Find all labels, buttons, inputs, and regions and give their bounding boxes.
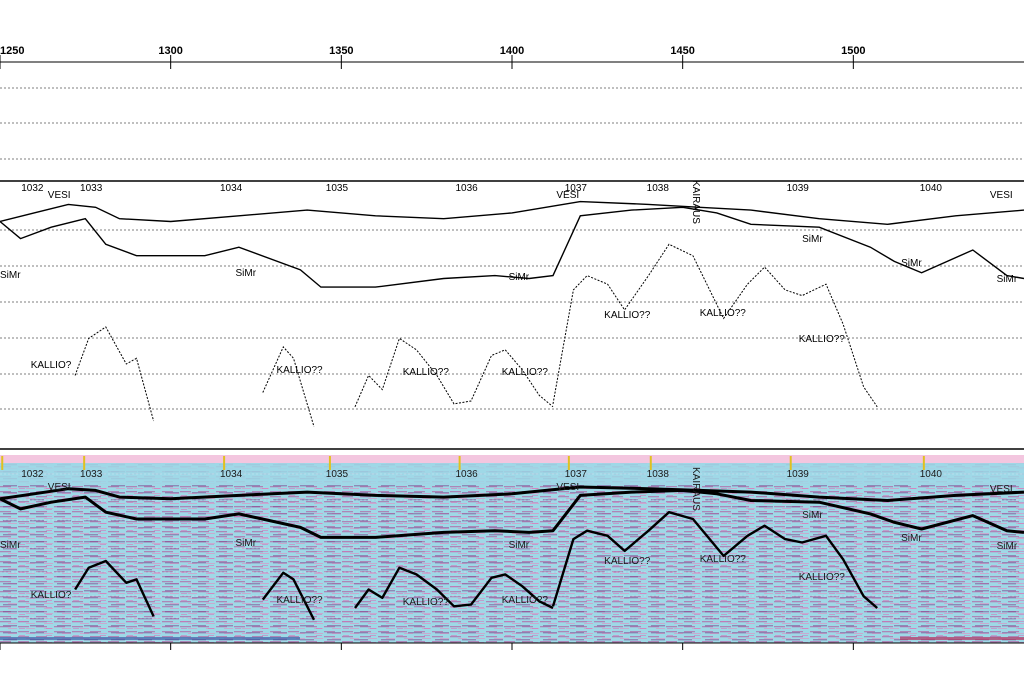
shot-point-label: 1040 — [920, 469, 943, 480]
shot-point-label: 1039 — [787, 183, 810, 194]
shot-point-label: 1032 — [21, 469, 44, 480]
top-annotations: VESI VESI VESI KAIRAUS SiMr SiMr SiMr SiMr SiMr S… — [0, 180, 1018, 378]
annotation-label: SiMr — [997, 274, 1018, 285]
annotation-label: VESI — [48, 482, 71, 493]
annotation-label: KALLIO?? — [276, 365, 323, 376]
annotation-label: SiMr — [236, 268, 257, 279]
top-series-line — [74, 326, 155, 422]
shot-point-label: 1037 — [565, 469, 588, 480]
x-tick-label: 1350 — [329, 45, 353, 57]
shot-point-label: 1038 — [647, 183, 670, 194]
top-series-line — [552, 243, 878, 408]
annotation-label: KALLIO?? — [799, 572, 846, 583]
top-series — [0, 200, 1024, 427]
annotation-label: SiMr — [901, 533, 922, 544]
annotation-label: VESI — [990, 190, 1013, 201]
top-series-line — [262, 345, 315, 427]
annotation-label: SiMr — [802, 510, 823, 521]
top-series-line — [0, 200, 1024, 226]
annotation-label: SiMr — [509, 272, 530, 283]
shot-point-label: 1040 — [920, 183, 943, 194]
annotation-label: VESI — [556, 190, 579, 201]
annotation-label: KALLIO? — [31, 360, 72, 371]
bottom-series-line — [0, 485, 1024, 502]
seismic-header-band — [0, 455, 1024, 463]
shot-point-label: 1034 — [220, 183, 243, 194]
annotation-label: KALLIO?? — [403, 597, 450, 608]
shot-point-label: 1034 — [220, 469, 243, 480]
top-series-line — [354, 337, 554, 408]
shot-point-label: 1039 — [787, 469, 810, 480]
bottom-shot-points: 1032 1033 1034 1035 1036 1037 1038 1039 1040 — [1, 456, 943, 480]
shot-point-label: 1033 — [80, 469, 103, 480]
annotation-label: SiMr — [997, 541, 1018, 552]
shot-point-label: 1036 — [456, 183, 479, 194]
top-series-line — [0, 206, 1024, 288]
annotation-label: KALLIO?? — [502, 367, 549, 378]
top-x-axis: 1250 1300 1350 1400 1450 1500 — [0, 45, 1024, 69]
annotation-label: KAIRAUS — [690, 467, 701, 511]
annotation-label: KALLIO?? — [700, 554, 747, 565]
x-tick-label: 1250 — [0, 45, 24, 57]
annotation-label: SiMr — [0, 270, 21, 281]
annotation-label: VESI — [48, 190, 71, 201]
bottom-series-line — [551, 511, 878, 609]
bottom-series-line — [354, 566, 554, 610]
shot-point-label: 1038 — [647, 469, 670, 480]
x-tick-label: 1450 — [670, 45, 694, 57]
annotation-label: KALLIO?? — [276, 595, 323, 606]
shot-point-label: 1036 — [456, 469, 479, 480]
top-shot-points: 1032 1033 1034 1035 1036 1037 1038 1039 1040 — [21, 183, 942, 194]
annotation-label: KAIRAUS — [690, 180, 701, 224]
annotation-label: KALLIO? — [31, 590, 72, 601]
annotation-label: SiMr — [0, 540, 21, 551]
shot-point-label: 1037 — [565, 183, 588, 194]
annotation-label: KALLIO?? — [604, 310, 651, 321]
shot-point-label: 1035 — [326, 469, 349, 480]
shot-point-label: 1033 — [80, 183, 103, 194]
bottom-series-line — [74, 559, 155, 617]
bottom-series — [0, 485, 1024, 621]
annotation-label: VESI — [556, 482, 579, 493]
annotation-label: KALLIO?? — [604, 556, 651, 567]
annotation-label: SiMr — [236, 538, 257, 549]
shot-point-label: 1032 — [21, 183, 44, 194]
x-tick-label: 1400 — [500, 45, 524, 57]
seismic-bottom-band — [0, 637, 300, 640]
annotation-label: KALLIO?? — [799, 334, 846, 345]
annotation-label: SiMr — [802, 234, 823, 245]
annotation-label: KALLIO?? — [700, 308, 747, 319]
annotation-label: VESI — [990, 484, 1013, 495]
bottom-grid — [0, 473, 1024, 650]
bottom-annotations: VESI VESI VESI KAIRAUS SiMr SiMr SiMr SiMr SiMr S… — [0, 467, 1018, 608]
seismic-bottom-band — [900, 637, 1024, 640]
top-grid — [0, 87, 1024, 410]
annotation-label: KALLIO?? — [502, 595, 549, 606]
shot-point-label: 1035 — [326, 183, 349, 194]
x-tick-label: 1300 — [158, 45, 182, 57]
annotation-label: SiMr — [509, 540, 530, 551]
bottom-series-line — [261, 571, 316, 621]
annotation-label: SiMr — [901, 258, 922, 269]
x-tick-label: 1500 — [841, 45, 865, 57]
bottom-series-line — [0, 488, 1024, 539]
annotation-label: KALLIO?? — [403, 367, 450, 378]
